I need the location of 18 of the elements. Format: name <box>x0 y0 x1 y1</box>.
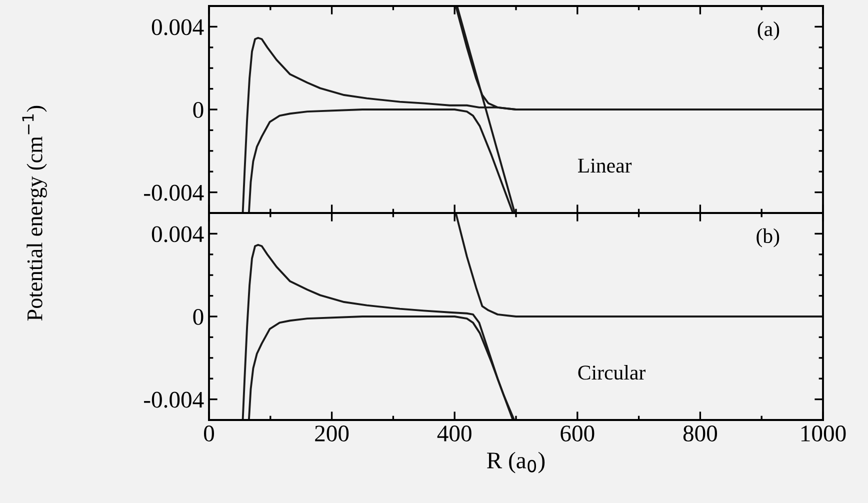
annotation: (b) <box>756 228 780 248</box>
x-tick-label: 0 <box>204 426 214 442</box>
y-tick-label: 0.004 <box>152 226 204 242</box>
x-tick-label: 400 <box>437 426 472 442</box>
y-tick-label: -0.004 <box>144 184 204 201</box>
annotation: (a) <box>758 21 780 40</box>
x-tick-label: 1000 <box>801 426 846 442</box>
y-tick-label: 0.004 <box>152 19 204 36</box>
x-axis-title: R (a$_{0}$) <box>487 452 545 474</box>
x-tick-label: 600 <box>560 426 594 442</box>
annotation: Linear <box>578 158 632 173</box>
y-axis-title: Potential energy (cm$^{−1}$) <box>22 106 47 321</box>
y-tick-label: 0 <box>193 102 204 118</box>
y-tick-label: -0.004 <box>144 392 204 408</box>
annotation: Circular <box>578 365 646 380</box>
x-tick-label: 200 <box>315 426 349 442</box>
y-tick-label: 0 <box>193 308 204 325</box>
x-tick-label: 800 <box>683 426 718 442</box>
